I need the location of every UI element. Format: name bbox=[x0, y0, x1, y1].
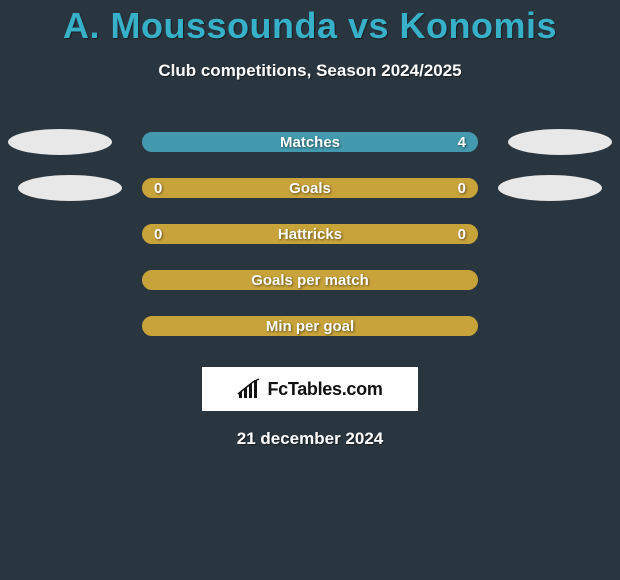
stat-row: 0 0 Goals bbox=[0, 165, 620, 211]
stat-row: 4 Matches bbox=[0, 119, 620, 165]
stat-value-left: 0 bbox=[154, 226, 162, 243]
player-marker-left bbox=[18, 175, 122, 201]
stat-value-right: 0 bbox=[458, 180, 466, 197]
logo: FcTables.com bbox=[237, 378, 382, 400]
logo-bars-icon bbox=[237, 378, 263, 400]
player-marker-right bbox=[498, 175, 602, 201]
comparison-infographic: A. Moussounda vs Konomis Club competitio… bbox=[0, 0, 620, 580]
player-marker-left bbox=[8, 129, 112, 155]
stat-value-right: 0 bbox=[458, 226, 466, 243]
stat-label: Min per goal bbox=[266, 318, 354, 335]
player-marker-right bbox=[508, 129, 612, 155]
stat-row: 0 0 Hattricks bbox=[0, 211, 620, 257]
page-subtitle: Club competitions, Season 2024/2025 bbox=[158, 61, 461, 81]
stat-value-left: 0 bbox=[154, 180, 162, 197]
stat-bar: Min per goal bbox=[140, 314, 480, 338]
stat-bar: 0 0 Goals bbox=[140, 176, 480, 200]
stat-label: Matches bbox=[280, 134, 340, 151]
stat-row: Min per goal bbox=[0, 303, 620, 349]
page-title: A. Moussounda vs Konomis bbox=[63, 5, 557, 47]
stat-bar: Goals per match bbox=[140, 268, 480, 292]
stat-value-right: 4 bbox=[458, 134, 466, 151]
stat-row: Goals per match bbox=[0, 257, 620, 303]
stat-label: Hattricks bbox=[278, 226, 342, 243]
logo-text: FcTables.com bbox=[267, 379, 382, 400]
stat-label: Goals bbox=[289, 180, 331, 197]
stat-bar: 0 0 Hattricks bbox=[140, 222, 480, 246]
footer-date: 21 december 2024 bbox=[237, 429, 384, 449]
stats-area: 4 Matches 0 0 Goals 0 0 Hattricks Goals per matc… bbox=[0, 119, 620, 349]
stat-label: Goals per match bbox=[251, 272, 369, 289]
stat-bar: 4 Matches bbox=[140, 130, 480, 154]
logo-box: FcTables.com bbox=[202, 367, 418, 411]
